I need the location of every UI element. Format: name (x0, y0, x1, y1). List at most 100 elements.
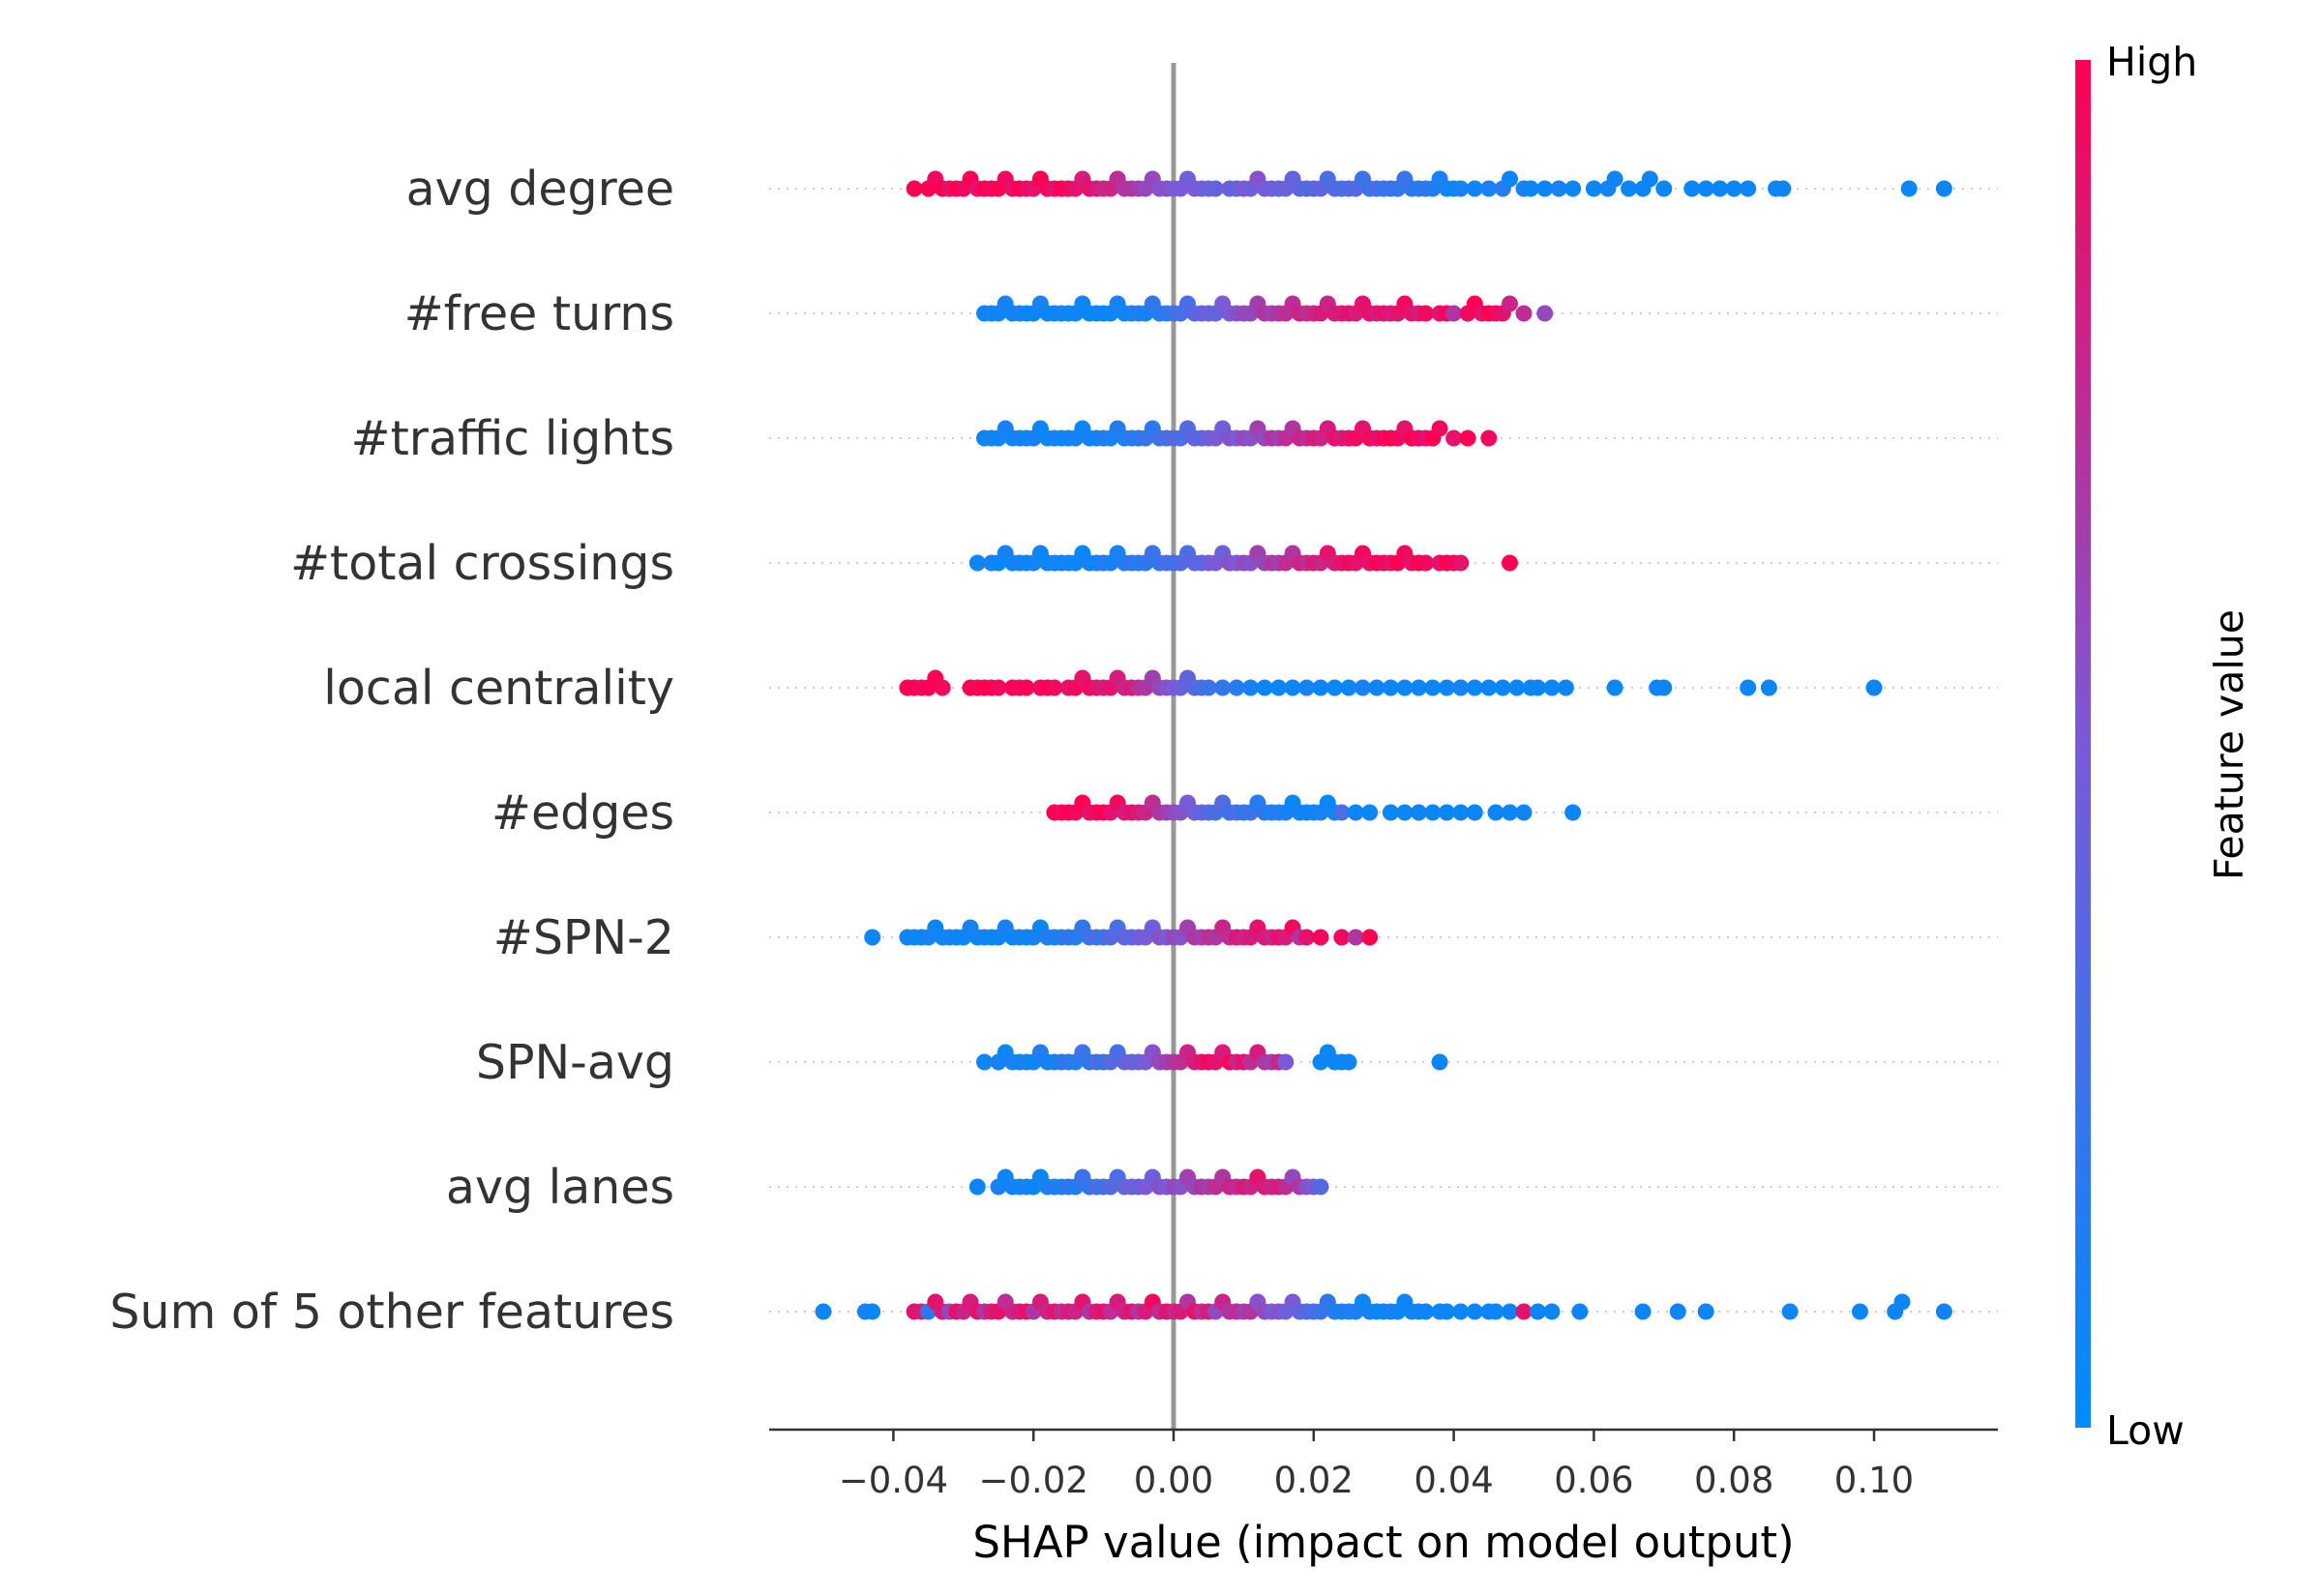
shap-point (1438, 1303, 1455, 1320)
shap-points (815, 170, 1952, 1320)
shap-point (1669, 1303, 1686, 1320)
shap-point (1543, 1303, 1561, 1320)
shap-point (1206, 180, 1224, 197)
shap-point (1466, 180, 1483, 197)
shap-point (1312, 929, 1329, 946)
shap-point (1564, 804, 1582, 821)
shap-point (1760, 679, 1777, 696)
shap-point (1445, 305, 1463, 322)
shap-point (1543, 679, 1561, 696)
x-axis-label: SHAP value (impact on model output) (972, 1517, 1794, 1568)
shap-point (1494, 679, 1511, 696)
x-tick-label: 0.00 (1134, 1460, 1213, 1501)
shap-point (1452, 554, 1470, 572)
shap-point (1284, 679, 1301, 696)
shap-point (1852, 1303, 1868, 1320)
shap-point (1046, 679, 1063, 696)
shap-point (1256, 679, 1273, 696)
shap-point (1781, 1303, 1799, 1320)
shap-point (1410, 804, 1427, 821)
shap-point (1452, 804, 1470, 821)
colorbar-low-label: Low (2106, 1407, 2185, 1454)
shap-point (1502, 170, 1518, 188)
feature-label: #SPN-2 (493, 910, 674, 965)
shap-point (1459, 429, 1476, 447)
feature-row-gridlines (769, 188, 1998, 1313)
shap-point (976, 1053, 993, 1071)
x-tick-label: 0.04 (1414, 1460, 1493, 1501)
shap-point (1536, 305, 1554, 322)
shap-point (1466, 804, 1483, 821)
feature-label: SPN-avg (476, 1035, 674, 1090)
shap-point (1382, 804, 1399, 821)
shap-point (1431, 420, 1448, 437)
shap-point (1502, 554, 1518, 572)
colorbar (2075, 60, 2091, 1428)
shap-point (1298, 679, 1316, 696)
shap-point (1417, 1303, 1435, 1320)
shap-point (1712, 180, 1729, 197)
x-tick-label: 0.02 (1274, 1460, 1354, 1501)
shap-point (1018, 679, 1035, 696)
feature-label: local centrality (323, 661, 674, 716)
feature-label: #total crossings (290, 536, 674, 591)
shap-point (1347, 929, 1364, 946)
shap-point (1641, 170, 1658, 188)
shap-point (906, 180, 923, 197)
shap-point (1865, 679, 1883, 696)
shap-point (990, 679, 1007, 696)
shap-point (968, 1178, 986, 1196)
shap-point (1438, 804, 1455, 821)
feature-label: #free turns (404, 286, 674, 341)
shap-point (1571, 1303, 1589, 1320)
shap-point (1347, 804, 1364, 821)
shap-point (1508, 679, 1526, 696)
x-tick-label: 0.08 (1694, 1460, 1773, 1501)
shap-point (1606, 170, 1623, 188)
shap-point (1431, 1053, 1448, 1071)
shap-point (1502, 1303, 1518, 1320)
shap-point (815, 1303, 832, 1320)
shap-point (1774, 180, 1792, 197)
feature-label: #traffic lights (351, 411, 674, 466)
x-tick-label: 0.06 (1554, 1460, 1633, 1501)
shap-point (1466, 679, 1483, 696)
shap-point (1417, 554, 1435, 572)
shap-point (1725, 180, 1742, 197)
shap-point (934, 679, 951, 696)
shap-point (1466, 1303, 1483, 1320)
shap-point (1564, 180, 1582, 197)
shap-point (1452, 1303, 1470, 1320)
shap-point (1396, 679, 1414, 696)
shap-point (1585, 180, 1602, 197)
feature-label: avg lanes (446, 1160, 674, 1215)
shap-point (968, 554, 986, 572)
shap-point (1487, 804, 1504, 821)
shap-point (1382, 679, 1399, 696)
shap-point (1438, 679, 1455, 696)
shap-point (1634, 1303, 1652, 1320)
shap-point (1740, 180, 1757, 197)
shap-point (1312, 1178, 1329, 1196)
shap-point (1410, 679, 1427, 696)
shap-point (1683, 180, 1701, 197)
feature-labels: avg degree #free turns #traffic lights #tot… (109, 162, 674, 1340)
feature-label: Sum of 5 other features (109, 1285, 674, 1340)
shap-point (1242, 679, 1260, 696)
shap-point (1655, 180, 1673, 197)
shap-point (1935, 180, 1952, 197)
shap-point (1522, 180, 1539, 197)
shap-point (1480, 679, 1498, 696)
shap-point (1340, 679, 1357, 696)
shap-point (1487, 1303, 1504, 1320)
shap-point (1340, 1053, 1357, 1071)
shap-point (1536, 180, 1554, 197)
shap-point (1417, 305, 1435, 322)
shap-point (1935, 1303, 1952, 1320)
shap-point (1452, 180, 1470, 197)
shap-point (1900, 180, 1918, 197)
shap-point (1361, 804, 1379, 821)
shap-point (1228, 679, 1245, 696)
colorbar-title: Feature value (2206, 609, 2252, 880)
